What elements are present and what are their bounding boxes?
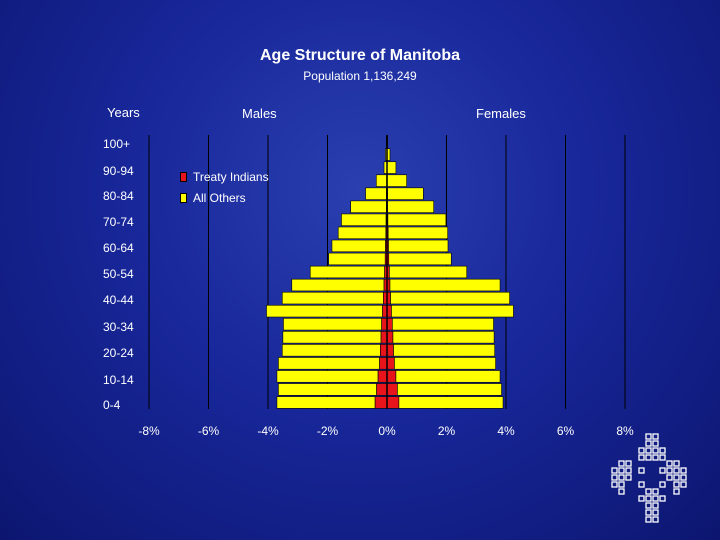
- females-header: Females: [476, 106, 526, 121]
- x-tick-label: -2%: [317, 424, 339, 438]
- bar-male-treaty: [380, 331, 388, 344]
- bar-female-others: [387, 200, 435, 213]
- bar-male-others: [283, 318, 382, 331]
- bar-male-others: [365, 187, 387, 200]
- bar-male-others: [337, 226, 387, 240]
- y-tick-label: 80-84: [103, 189, 134, 203]
- bar-female-others: [387, 187, 424, 200]
- x-tick-label: 8%: [616, 424, 634, 438]
- x-tick-label: 6%: [557, 424, 575, 438]
- bar-male-others: [341, 213, 387, 226]
- bar-male-others: [350, 200, 387, 213]
- bar-male-others: [278, 383, 377, 396]
- bar-female-others: [391, 304, 514, 318]
- bar-female-others: [388, 252, 452, 266]
- bar-female-others: [386, 174, 407, 187]
- x-tick-label: 2%: [438, 424, 456, 438]
- y-tick-label: 0-4: [103, 398, 121, 412]
- bar-female-others: [393, 344, 495, 357]
- bar-male-others: [291, 278, 385, 292]
- bar-male-treaty: [381, 318, 388, 331]
- legend-swatch-others: [180, 193, 187, 203]
- x-tick-label: 4%: [497, 424, 515, 438]
- bar-male-others: [331, 239, 386, 253]
- chart-title: Age Structure of Manitoba: [259, 47, 460, 64]
- bar-male-others: [278, 357, 380, 370]
- legend-item-others: All Others: [180, 191, 246, 205]
- legend-label-treaty: Treaty Indians: [193, 170, 269, 184]
- bar-female-treaty: [386, 383, 398, 396]
- bar-male-others: [276, 370, 379, 383]
- bar-female-treaty: [386, 331, 394, 344]
- x-tick-label: 0%: [378, 424, 396, 438]
- bar-male-others: [328, 252, 386, 266]
- bar-female-others: [395, 370, 501, 383]
- bar-female-others: [390, 291, 510, 305]
- bar-female-others: [386, 161, 397, 174]
- y-tick-label: 50-54: [103, 267, 134, 281]
- x-tick-label: -4%: [257, 424, 279, 438]
- bar-female-treaty: [386, 370, 397, 383]
- males-header: Males: [242, 106, 277, 121]
- bar-female-others: [387, 213, 447, 226]
- y-tick-label: 90-94: [103, 164, 134, 178]
- x-tick-label: -6%: [198, 424, 220, 438]
- bar-male-treaty: [377, 370, 388, 383]
- x-tick-label: -8%: [138, 424, 160, 438]
- bar-male-others: [276, 396, 376, 409]
- bar-female-treaty: [386, 344, 394, 357]
- legend-item-treaty: Treaty Indians: [180, 170, 269, 184]
- years-header: Years: [107, 105, 140, 120]
- logo-icon: [611, 433, 687, 523]
- y-tick-label: 70-74: [103, 215, 134, 229]
- bar-male-others: [281, 344, 381, 357]
- bar-female-others: [387, 226, 448, 240]
- bar-female-others: [388, 239, 449, 253]
- bar-male-treaty: [380, 344, 388, 357]
- bar-male-others: [375, 174, 388, 187]
- bar-male-others: [281, 291, 384, 305]
- bar-male-others: [266, 304, 383, 318]
- bar-female-others: [398, 396, 504, 409]
- y-tick-label: 20-24: [103, 346, 134, 360]
- bar-male-treaty: [374, 396, 388, 409]
- legend-label-others: All Others: [193, 191, 246, 205]
- bar-female-treaty: [386, 396, 400, 409]
- y-tick-label: 10-14: [103, 373, 134, 387]
- bar-male-others: [309, 265, 385, 279]
- bar-male-treaty: [379, 357, 388, 370]
- bar-female-others: [394, 357, 496, 370]
- bar-female-others: [389, 265, 468, 279]
- bar-female-others: [389, 278, 501, 292]
- y-tick-label: 60-64: [103, 241, 134, 255]
- y-tick-label: 30-34: [103, 320, 134, 334]
- chart-subtitle: Population 1,136,249: [303, 69, 417, 83]
- bar-female-others: [392, 318, 494, 331]
- bar-female-others: [397, 383, 502, 396]
- y-tick-label: 100+: [103, 137, 130, 151]
- bar-female-others: [392, 331, 495, 344]
- bar-female-treaty: [386, 357, 395, 370]
- bar-female-treaty: [386, 318, 393, 331]
- y-tick-label: 40-44: [103, 293, 134, 307]
- legend-swatch-treaty: [180, 172, 187, 182]
- bar-male-others: [282, 331, 382, 344]
- bar-male-treaty: [376, 383, 388, 396]
